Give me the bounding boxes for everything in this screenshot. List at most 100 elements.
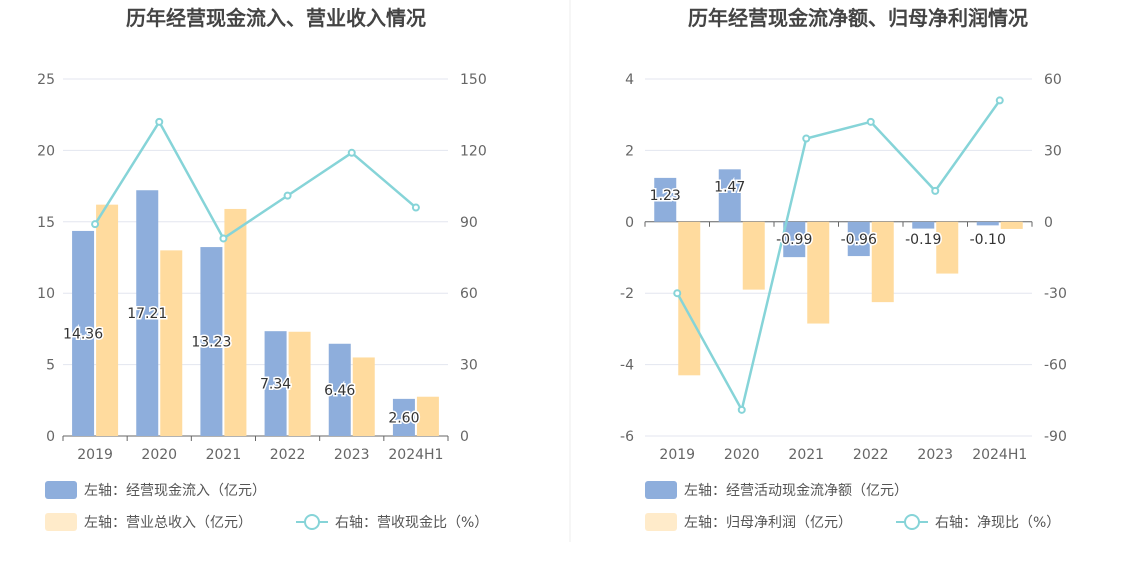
- line-point: [995, 96, 1004, 105]
- right-axis-tick-label: 90: [460, 215, 478, 231]
- line-point: [802, 134, 811, 143]
- right-axis-tick-label: 60: [1044, 72, 1062, 88]
- legend-swatch: [45, 481, 77, 499]
- line-series: [94, 119, 417, 241]
- bar: [136, 190, 159, 436]
- bar: [742, 221, 765, 290]
- legend-label: 右轴：净现比（%）: [935, 515, 1060, 531]
- chart-title: 历年经营现金流净额、归母净利润情况: [688, 6, 1028, 30]
- bar: [96, 204, 119, 436]
- legend-label: 左轴：经营活动现金流净额（亿元）: [684, 483, 908, 499]
- right-axis-tick-label: 60: [460, 286, 478, 302]
- line-series: [676, 99, 1001, 414]
- data-label: -0.96: [841, 232, 877, 248]
- bar: [718, 169, 741, 222]
- data-label: -0.19: [905, 232, 941, 248]
- x-axis-tick-label: 2024H1: [972, 447, 1027, 463]
- net-cash-profit-chart: 历年经营现金流净额、归母净利润情况 -6 -4 -2 0 2 4 -90 -60 -30 0 30 6…: [620, 6, 1067, 531]
- line-point: [411, 203, 420, 212]
- bar: [416, 396, 439, 436]
- right-axis-tick-label: 30: [1044, 143, 1062, 159]
- bar: [847, 221, 870, 257]
- x-axis-tick-label: 2019: [77, 447, 113, 463]
- cash-inflow-revenue-chart: 历年经营现金流入、营业收入情况 0 5 10 15 20 25 0 30 60 90 120 150 2…: [37, 6, 488, 531]
- legend-label: 右轴：营收现金比（%）: [335, 515, 488, 531]
- data-label: 2.60: [388, 410, 419, 426]
- left-axis-tick-label: 10: [37, 286, 55, 302]
- legend: 左轴：经营现金流入（亿元） 左轴：营业总收入（亿元） 右轴：营收现金比（%）: [45, 481, 488, 531]
- bar: [936, 221, 959, 274]
- data-label: 6.46: [324, 383, 355, 399]
- bar: [160, 250, 183, 436]
- bar: [352, 357, 375, 436]
- x-axis-tick-label: 2024H1: [388, 447, 443, 463]
- bar: [264, 331, 287, 436]
- right-axis-tick-label: -30: [1044, 286, 1067, 302]
- right-axis-tick-label: 150: [460, 72, 487, 88]
- line-point: [347, 148, 356, 157]
- right-axis-tick-label: 30: [460, 358, 478, 374]
- bar: [200, 247, 223, 436]
- data-label: 1.47: [714, 179, 745, 195]
- x-axis-tick-label: 2020: [141, 447, 177, 463]
- line-point: [283, 191, 292, 200]
- data-label: 13.23: [191, 335, 231, 351]
- left-axis-tick-label: -4: [620, 358, 634, 374]
- bar: [678, 221, 701, 376]
- legend-label: 左轴：归母净利润（亿元）: [684, 514, 852, 531]
- line-point: [673, 289, 682, 298]
- left-axis-tick-label: 15: [37, 215, 55, 231]
- legend-label: 左轴：经营现金流入（亿元）: [84, 483, 266, 499]
- x-axis-tick-label: 2021: [206, 447, 242, 463]
- legend: 左轴：经营活动现金流净额（亿元） 左轴：归母净利润（亿元） 右轴：净现比（%）: [645, 481, 1060, 531]
- left-axis-tick-label: 20: [37, 143, 55, 159]
- data-label: 7.34: [260, 377, 291, 393]
- data-label: 1.23: [650, 188, 681, 204]
- line-point: [737, 405, 746, 414]
- bar: [807, 221, 830, 324]
- data-label: -0.10: [970, 232, 1006, 248]
- x-axis-tick-label: 2022: [853, 447, 889, 463]
- legend-label: 左轴：营业总收入（亿元）: [84, 515, 252, 531]
- right-axis-tick-label: 0: [1044, 215, 1053, 231]
- bar: [976, 221, 999, 226]
- line-point: [866, 117, 875, 126]
- left-axis-tick-label: 0: [46, 429, 55, 445]
- x-axis-tick-label: 2020: [724, 447, 760, 463]
- line-point: [931, 186, 940, 195]
- line-point: [219, 234, 228, 243]
- chart-title: 历年经营现金流入、营业收入情况: [126, 6, 426, 30]
- left-axis-tick-label: 0: [625, 215, 634, 231]
- data-label: -0.99: [776, 232, 812, 248]
- x-axis-tick-label: 2023: [917, 447, 953, 463]
- data-label: 17.21: [127, 306, 167, 322]
- left-axis-tick-label: 5: [46, 358, 55, 374]
- data-label: 14.36: [63, 326, 103, 342]
- right-axis-tick-label: -60: [1044, 358, 1067, 374]
- bar: [72, 230, 95, 436]
- legend-swatch: [45, 513, 77, 531]
- left-axis-tick-label: 4: [625, 72, 634, 88]
- legend-marker: [904, 514, 920, 530]
- x-axis-tick-label: 2022: [270, 447, 306, 463]
- bar: [871, 221, 894, 303]
- legend-swatch: [645, 513, 677, 531]
- bar: [288, 331, 311, 436]
- legend-marker: [304, 514, 320, 530]
- line-point: [91, 220, 100, 229]
- legend-swatch: [645, 481, 677, 499]
- left-axis-tick-label: -6: [620, 429, 634, 445]
- right-axis-tick-label: 0: [460, 429, 469, 445]
- bar: [654, 177, 677, 222]
- right-axis-tick-label: -90: [1044, 429, 1067, 445]
- bar: [328, 343, 351, 436]
- bar: [1000, 221, 1023, 229]
- bar: [392, 398, 415, 436]
- x-axis-tick-label: 2021: [788, 447, 824, 463]
- x-axis-tick-label: 2023: [334, 447, 370, 463]
- left-axis-tick-label: 25: [37, 72, 55, 88]
- bar: [224, 208, 247, 436]
- line-point: [155, 117, 164, 126]
- x-axis-tick-label: 2019: [659, 447, 695, 463]
